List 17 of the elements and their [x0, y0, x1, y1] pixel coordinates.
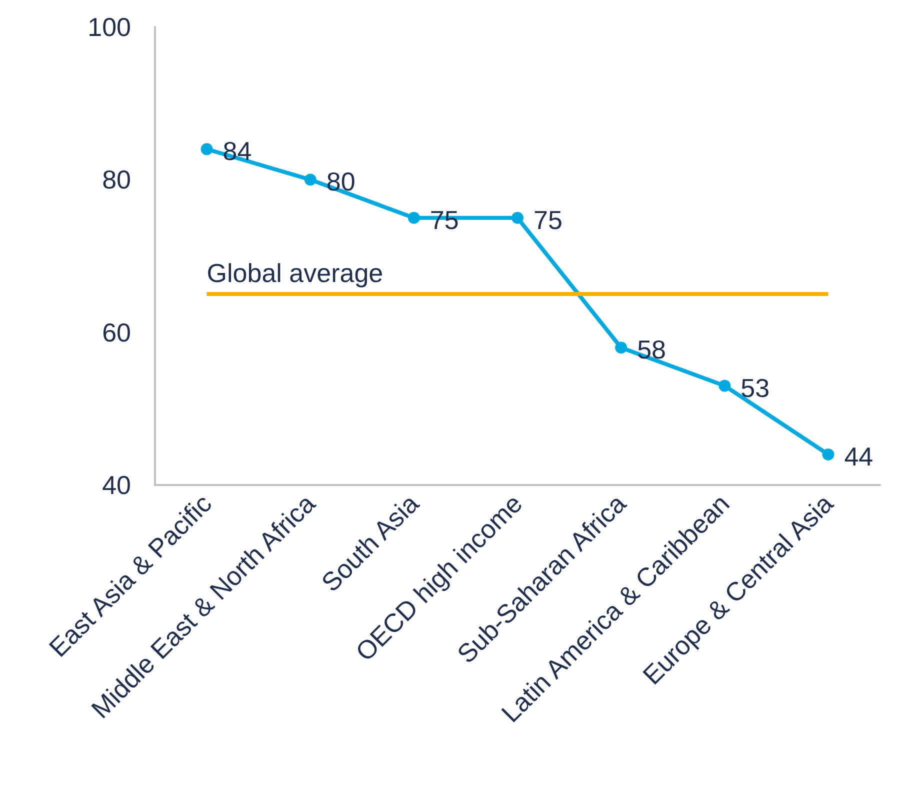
- point: [718, 380, 731, 392]
- y-tick-label: 80: [102, 164, 131, 195]
- point: [304, 174, 316, 186]
- point: [512, 212, 524, 224]
- data-label: 44: [844, 441, 874, 472]
- data-label: 58: [637, 334, 666, 365]
- data-label: 53: [740, 372, 770, 403]
- data-label: 80: [326, 166, 356, 197]
- point: [615, 342, 628, 354]
- point: [822, 448, 834, 460]
- y-tick-label: 40: [102, 470, 131, 500]
- point: [408, 212, 420, 224]
- y-tick-label: 60: [102, 317, 131, 348]
- point: [200, 143, 213, 156]
- data-label: 75: [534, 204, 562, 235]
- y-tick-label: 100: [88, 12, 131, 42]
- ref-line-label: Global average: [206, 258, 384, 288]
